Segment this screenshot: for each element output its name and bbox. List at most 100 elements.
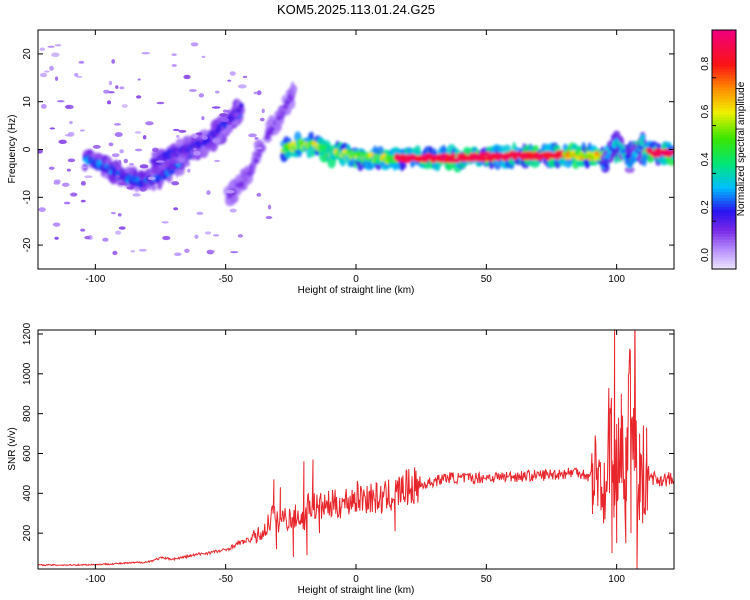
colorbar-swatch [712, 110, 736, 115]
y-tick-label: 1000 [22, 362, 33, 385]
spectrogram-speck [162, 235, 171, 241]
colorbar-swatch [712, 242, 736, 246]
spectrogram-cell [283, 103, 289, 110]
spectrogram-cell [621, 148, 627, 155]
spectrogram-cell [450, 153, 456, 158]
colorbar-swatch [712, 230, 736, 234]
colorbar-swatch [712, 164, 736, 169]
spectrogram-speck [118, 182, 127, 186]
spectrogram-speck [38, 207, 46, 212]
spectrogram-speck [102, 237, 109, 242]
colorbar-tick-label: 0.8 [700, 56, 711, 70]
spectrogram-speck [138, 249, 147, 252]
spectrogram-cell [290, 90, 296, 97]
spectrogram-speck [213, 159, 221, 163]
spectrogram-cell [399, 161, 407, 170]
colorbar-swatch [712, 140, 736, 145]
colorbar-tick-label: 0.4 [700, 152, 711, 166]
spectrogram-cell [639, 140, 645, 147]
x-tick-label: -50 [218, 274, 233, 285]
colorbar-swatch [712, 152, 736, 157]
colorbar-swatch [712, 32, 736, 37]
spectrogram-speck [56, 100, 65, 103]
spectrogram-speck [206, 190, 211, 195]
spectrogram-speck [212, 138, 221, 144]
colorbar-swatch [712, 74, 736, 79]
colorbar-tick-label: 0.2 [700, 200, 711, 214]
spectrogram-speck [52, 222, 61, 227]
colorbar-swatch [712, 116, 736, 121]
spectrogram-speck [130, 250, 136, 253]
spectrogram-speck [225, 189, 235, 194]
spectrogram-speck [70, 192, 78, 197]
spectrogram-speck [80, 181, 86, 186]
colorbar-swatch [712, 86, 736, 91]
spectrogram-speck [115, 174, 121, 178]
colorbar-swatch [712, 188, 736, 192]
spectrogram-speck [114, 123, 121, 126]
x-tick-label: -50 [218, 574, 233, 585]
spectrogram-speck [107, 100, 112, 105]
colorbar-swatch [712, 44, 736, 49]
spectrogram-speck [267, 204, 272, 210]
y-tick-label: 0 [22, 146, 33, 152]
spectrogram-speck [193, 150, 201, 156]
colorbar-swatch [712, 173, 736, 177]
spectrogram-speck [190, 42, 199, 47]
colorbar-swatch [712, 35, 736, 40]
spectrogram-cell [119, 170, 125, 177]
y-tick-label: 800 [22, 405, 33, 422]
spectrogram-speck [168, 166, 177, 170]
spectrogram-cell [624, 153, 630, 160]
colorbar-swatch [712, 68, 736, 73]
snr-ylabel: SNR (v/v) [7, 427, 18, 470]
spectrogram-speck [108, 80, 113, 86]
colorbar-swatch [712, 119, 736, 124]
spectrogram-speck [115, 85, 119, 90]
spectrogram-speck [188, 89, 197, 92]
spectrogram-speck [171, 64, 177, 67]
colorbar-swatch [712, 122, 736, 127]
colorbar-swatch [712, 41, 736, 46]
colorbar-swatch [712, 131, 736, 136]
spectrogram-cell [640, 134, 646, 141]
colorbar-swatch [712, 89, 736, 94]
colorbar-swatch [712, 209, 736, 213]
spectrogram-speck [38, 148, 43, 154]
colorbar-swatch [712, 176, 736, 180]
spectrogram-speck [261, 108, 265, 114]
spectrogram-speck [112, 250, 118, 256]
colorbar-swatch [712, 134, 736, 139]
colorbar-swatch [712, 38, 736, 43]
spectrogram-speck [79, 129, 86, 132]
spectrogram-speck [147, 176, 156, 181]
spectrogram-cell [309, 131, 315, 142]
spectrogram-speck [209, 250, 216, 253]
spectrogram-speck [265, 215, 273, 220]
spectrogram-speck [64, 104, 74, 110]
colorbar-swatch [712, 233, 736, 237]
colorbar-swatch [712, 113, 736, 118]
spectrogram-speck [201, 55, 206, 59]
spectrogram-speck [171, 53, 177, 56]
colorbar-swatch [712, 77, 736, 82]
spectrogram-cell [430, 158, 436, 163]
colorbar-swatch [712, 47, 736, 52]
colorbar-swatch [712, 179, 736, 183]
spectrogram-cell [222, 122, 228, 129]
colorbar: 0.0 0.2 0.4 0.6 0.8 Normalized spectral ampl… [700, 29, 747, 270]
colorbar-swatch [712, 251, 736, 255]
spectrogram-speck [47, 45, 55, 48]
colorbar-swatch [712, 125, 736, 130]
spectrogram-speck [108, 142, 114, 147]
spectrogram-speck [66, 168, 71, 172]
spectrogram-cell [238, 102, 244, 109]
colorbar-swatch [712, 137, 736, 142]
spectrogram-speck [193, 147, 197, 151]
colorbar-swatch [712, 143, 736, 148]
colorbar-swatch [712, 170, 736, 174]
spectrogram-speck [78, 60, 85, 64]
spectrogram-speck [178, 129, 187, 133]
colorbar-swatch [712, 71, 736, 76]
